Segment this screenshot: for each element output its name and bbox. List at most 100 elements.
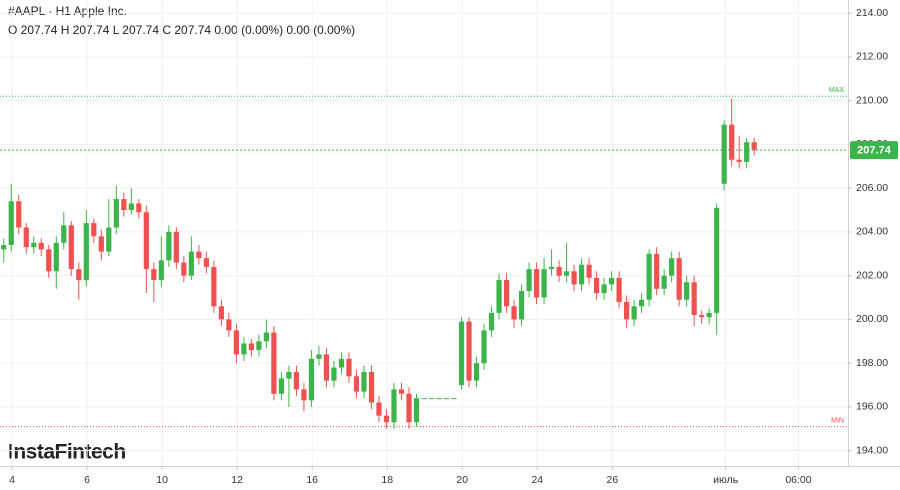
y-tick-label: 196.00 <box>856 401 888 413</box>
x-tick-label: июль <box>713 474 739 486</box>
y-tick-label: 214.00 <box>856 7 888 19</box>
candle-body <box>548 266 555 270</box>
candle-body <box>676 258 682 300</box>
candle-body <box>68 225 74 270</box>
candle-body <box>271 332 277 394</box>
x-tick-label: 20 <box>456 474 468 486</box>
candle-body <box>601 284 607 294</box>
candle-body <box>91 223 97 237</box>
candle-body <box>526 269 532 291</box>
candle-body <box>421 398 427 400</box>
x-tick-label: 12 <box>231 474 243 486</box>
x-tick-label: 4 <box>9 474 15 486</box>
candle-body <box>473 363 480 381</box>
candle-body <box>488 312 495 331</box>
candle-body <box>53 242 59 272</box>
candle-body <box>541 269 547 298</box>
reference-label: MIN <box>831 417 844 424</box>
candle-body <box>113 199 119 228</box>
candle-body <box>706 312 712 318</box>
candle-body <box>496 280 502 313</box>
candle-body <box>436 398 442 400</box>
candle-body <box>46 249 52 272</box>
candle-body <box>241 343 247 355</box>
candle-body <box>639 299 645 307</box>
candle-body <box>458 321 465 386</box>
candle-body <box>323 354 330 381</box>
candle-body <box>31 242 37 248</box>
candle-body <box>353 376 360 392</box>
x-tick-label: 24 <box>531 474 543 486</box>
candle-body <box>211 266 217 307</box>
candle-body <box>8 201 14 246</box>
candle-body <box>518 290 525 320</box>
candle-body <box>226 319 232 331</box>
x-tick-label: 06:00 <box>785 474 811 486</box>
y-tick-label: 206.00 <box>856 182 888 194</box>
candle-body <box>263 332 270 342</box>
candle-body <box>563 271 570 276</box>
y-tick-label: 202.00 <box>856 269 888 281</box>
candle-body <box>308 358 315 401</box>
candle-body <box>481 330 487 364</box>
candle-body <box>646 253 652 300</box>
candle-body <box>391 389 397 423</box>
ohlc-readout: O 207.74 H 207.74 L 207.74 C 207.74 0.00… <box>8 23 355 37</box>
x-tick-label: 10 <box>156 474 168 486</box>
candle-body <box>293 371 300 390</box>
candle-body <box>586 264 592 278</box>
candle-body <box>533 269 540 298</box>
candle-body <box>136 203 142 213</box>
candle-body <box>188 251 194 276</box>
candle-body <box>278 378 285 394</box>
candle-body <box>376 402 382 416</box>
candle-body <box>166 231 172 261</box>
chart-title: #AAPL · H1 Apple Inc. <box>8 4 127 18</box>
y-tick-label: 210.00 <box>856 94 888 106</box>
reference-label: MAX <box>829 87 845 94</box>
candle-body <box>181 262 187 276</box>
x-tick-label: 6 <box>84 474 90 486</box>
candle-body <box>346 358 352 377</box>
candle-body <box>556 266 562 276</box>
candle-body <box>331 367 337 381</box>
candle-body <box>729 124 735 160</box>
candle-body <box>316 354 322 359</box>
y-tick-label: 194.00 <box>856 444 888 456</box>
candle-body <box>684 282 690 300</box>
brand-logo: InstaFintech <box>8 441 126 464</box>
candle-body <box>248 343 254 351</box>
candle-body <box>203 258 209 267</box>
candle-body <box>714 207 720 313</box>
candle-body <box>106 227 112 252</box>
candle-body <box>669 258 675 276</box>
candle-body <box>578 264 585 285</box>
candle-body <box>173 231 179 263</box>
candle-body <box>218 306 224 320</box>
candle-body <box>286 371 292 379</box>
candle-body <box>609 277 615 285</box>
candle-body <box>38 242 44 250</box>
candle-body <box>443 398 450 400</box>
candle-body <box>338 358 345 368</box>
y-tick-label: 204.00 <box>856 226 888 238</box>
candle-body <box>383 415 390 423</box>
candle-body <box>256 341 262 351</box>
candle-body <box>503 280 510 307</box>
candle-body <box>301 389 307 401</box>
candle-body <box>151 269 157 281</box>
candle-body <box>751 142 757 151</box>
candle-body <box>83 223 89 281</box>
candle-body <box>428 398 435 400</box>
candle-body <box>398 389 405 394</box>
candle-body <box>233 330 239 355</box>
candle-body <box>61 225 67 243</box>
candle-body <box>594 277 600 294</box>
y-tick-label: 198.00 <box>856 357 888 369</box>
candle-body <box>661 275 667 289</box>
x-tick-label: 18 <box>381 474 393 486</box>
last-price-label: 207.74 <box>857 144 892 156</box>
